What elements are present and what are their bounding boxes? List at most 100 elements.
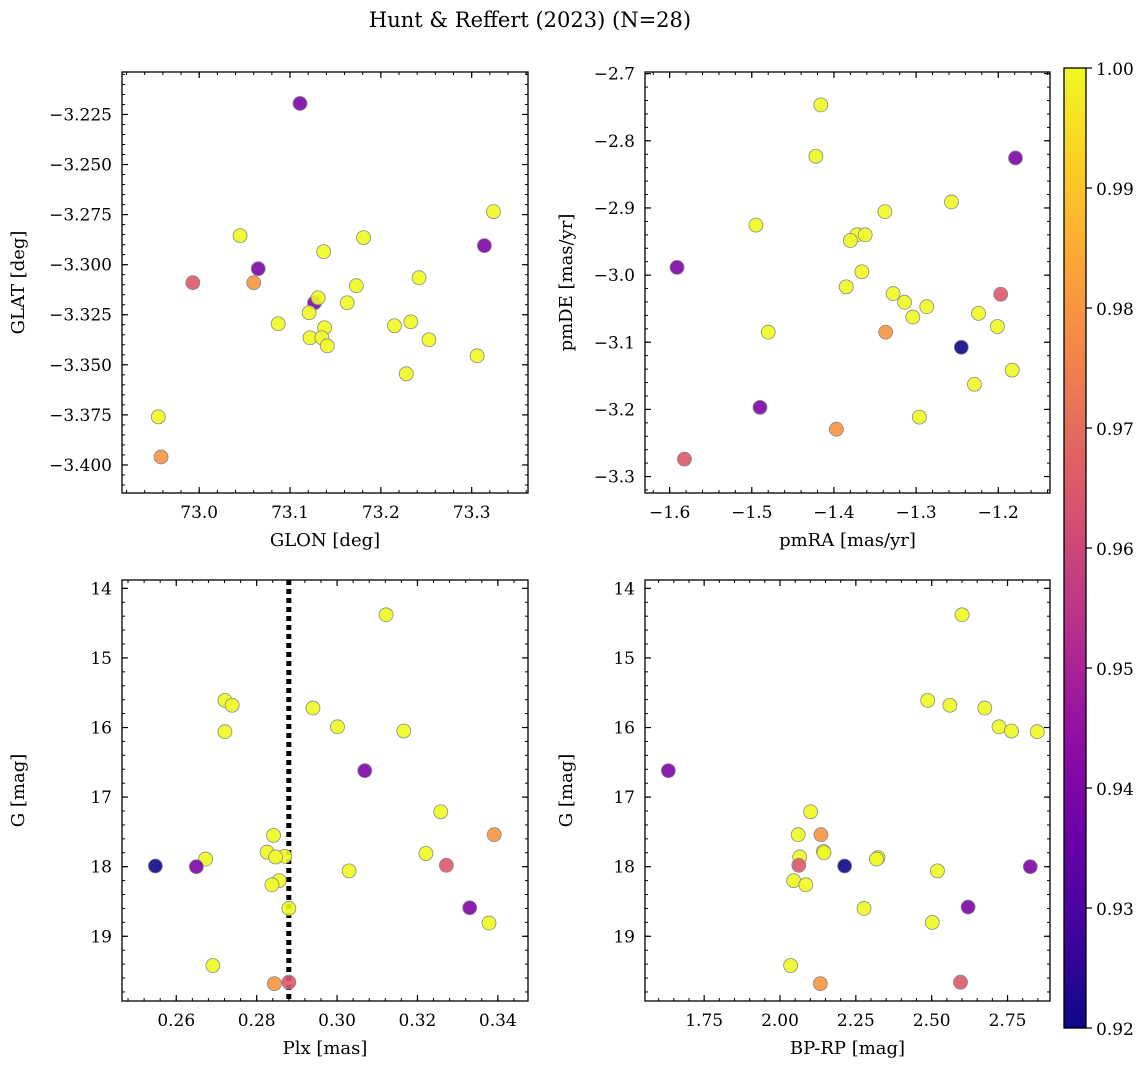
data-point — [954, 607, 970, 623]
data-point — [268, 849, 283, 865]
y-tick-label: 14 — [613, 579, 635, 599]
x-tick-label: 73.1 — [271, 503, 309, 523]
y-axis-label: G [mag] — [556, 754, 577, 827]
y-tick-label: −3.300 — [49, 256, 112, 276]
x-tick-label: 73.3 — [453, 503, 491, 523]
x-tick-label: 73.0 — [180, 503, 218, 523]
data-point — [281, 901, 297, 916]
subplots: 73.0 73.1 73.2 73.3 −3.225 −3.250 −3.275 −3.300… — [8, 65, 1051, 1059]
data-point — [270, 316, 286, 332]
data-point — [396, 723, 412, 739]
data-point — [1022, 859, 1038, 875]
y-tick-label: 19 — [613, 927, 635, 947]
data-point — [477, 238, 492, 254]
colorbar-tick-label: 0.92 — [1096, 1020, 1134, 1040]
data-point — [266, 827, 281, 843]
x-tick-label: 2.50 — [913, 1011, 951, 1031]
data-point — [677, 451, 692, 467]
data-point — [911, 409, 927, 425]
cmd-panel: 1.75 2.00 2.25 2.50 2.75 14 15 16 17 18 19 BP-RP [m… — [556, 579, 1051, 1059]
y-axis-label: GLAT [deg] — [8, 231, 29, 335]
data-point — [660, 763, 676, 779]
y-tick-label: 17 — [613, 788, 635, 808]
data-point — [885, 286, 901, 301]
y-axis-label: G [mag] — [8, 754, 29, 827]
y-tick-label: −3.3 — [594, 468, 635, 488]
y-tick-label: −2.7 — [594, 65, 635, 85]
data-point — [205, 958, 221, 973]
colorbar-tick-label: 0.94 — [1096, 780, 1134, 800]
data-point — [1008, 150, 1023, 166]
data-point — [1004, 362, 1020, 378]
data-point — [486, 827, 502, 843]
data-point — [316, 244, 332, 260]
data-point — [816, 845, 832, 861]
data-point — [147, 858, 163, 874]
data-point — [837, 858, 853, 874]
y-tick-label: −3.2 — [594, 400, 635, 420]
data-point — [791, 857, 807, 873]
colorbar-tick-label: 0.96 — [1096, 540, 1134, 560]
y-tick-label: −3.325 — [49, 306, 112, 326]
x-tick-label: 2.75 — [989, 1011, 1027, 1031]
data-point — [319, 338, 335, 354]
data-point — [783, 958, 799, 973]
data-point — [150, 409, 166, 425]
data-point — [433, 804, 449, 820]
data-point — [224, 697, 240, 713]
data-point — [993, 286, 1009, 302]
colorbar-tick-label: 1.00 — [1096, 60, 1134, 80]
axes-frame — [644, 71, 1051, 494]
colorbar-tick-label: 0.99 — [1096, 180, 1134, 200]
data-point — [398, 366, 414, 382]
data-point — [341, 863, 357, 879]
data-point — [266, 976, 282, 992]
y-axis-label: pmDE [mas/yr] — [556, 214, 577, 352]
data-point — [953, 974, 968, 990]
data-point — [486, 204, 501, 219]
data-point — [188, 859, 204, 875]
data-point — [330, 719, 345, 735]
x-tick-label: 2.00 — [761, 1011, 799, 1031]
data-point — [418, 846, 434, 861]
data-point — [967, 376, 982, 392]
data-point — [185, 275, 201, 291]
data-point — [481, 915, 497, 931]
data-point — [378, 607, 394, 623]
data-point — [356, 230, 372, 246]
axes-frame — [121, 579, 529, 1002]
x-tick-label: −1.6 — [649, 503, 690, 523]
data-point — [790, 827, 806, 843]
x-tick-label: 0.32 — [399, 1011, 437, 1031]
data-point — [153, 449, 169, 465]
data-point — [944, 194, 959, 210]
data-point — [246, 275, 262, 291]
data-point — [829, 421, 844, 437]
data-point — [920, 692, 936, 708]
figure-title: Hunt & Reffert (2023) (N=28) — [369, 8, 691, 32]
data-point — [1029, 724, 1045, 740]
y-tick-label: 16 — [613, 719, 635, 739]
y-tick-label: 15 — [613, 649, 635, 669]
y-tick-label: 14 — [90, 579, 112, 599]
data-point — [281, 974, 297, 990]
data-point — [264, 877, 280, 893]
data-point — [924, 914, 940, 930]
colorbar: 0.92 0.93 0.94 0.95 0.96 0.97 0.98 0.99 1.00 — [1063, 60, 1134, 1040]
data-point — [305, 700, 321, 716]
x-tick-label: 0.30 — [318, 1011, 356, 1031]
x-tick-label: −1.4 — [813, 503, 854, 523]
data-point — [217, 724, 233, 740]
data-point — [760, 324, 776, 340]
data-point — [991, 719, 1007, 735]
data-point — [301, 305, 317, 321]
y-tick-label: 16 — [90, 719, 112, 739]
x-tick-label: 2.25 — [837, 1011, 875, 1031]
data-point — [1004, 723, 1019, 739]
x-tick-label: −1.5 — [731, 503, 772, 523]
colorbar-tick-label: 0.95 — [1096, 660, 1134, 680]
data-point — [930, 863, 945, 879]
x-tick-label: 1.75 — [685, 1011, 723, 1031]
data-point — [803, 804, 819, 820]
